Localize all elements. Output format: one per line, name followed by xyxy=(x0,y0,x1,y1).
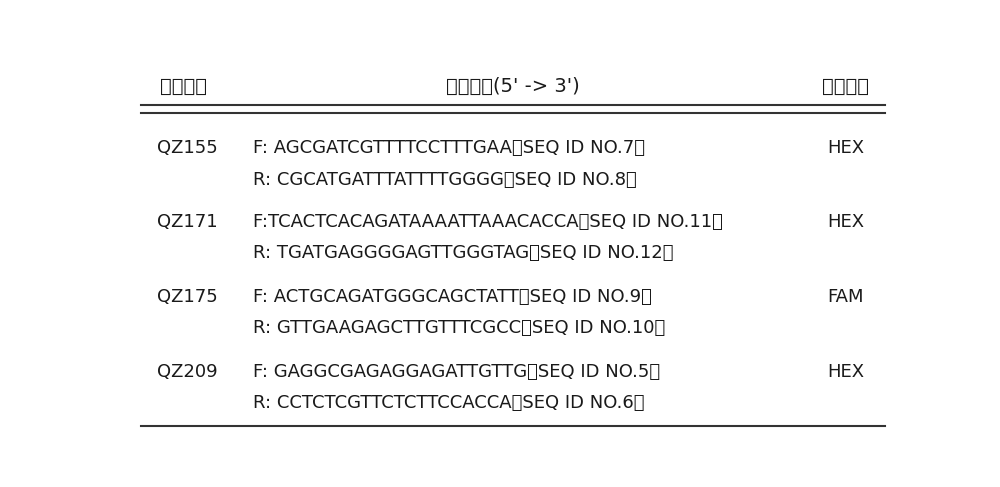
Text: 引物序列(5' -> 3'): 引物序列(5' -> 3') xyxy=(446,77,579,96)
Text: R: TGATGAGGGGAGTTGGGTAG（SEQ ID NO.12）: R: TGATGAGGGGAGTTGGGTAG（SEQ ID NO.12） xyxy=(253,244,673,262)
Text: FAM: FAM xyxy=(828,287,864,305)
Text: QZ171: QZ171 xyxy=(157,212,217,230)
Text: F: ACTGCAGATGGGCAGCTATT（SEQ ID NO.9）: F: ACTGCAGATGGGCAGCTATT（SEQ ID NO.9） xyxy=(253,287,652,305)
Text: R: CGCATGATTTATTTTGGGG（SEQ ID NO.8）: R: CGCATGATTTATTTTGGGG（SEQ ID NO.8） xyxy=(253,171,637,189)
Text: HEX: HEX xyxy=(827,362,864,380)
Text: F: GAGGCGAGAGGAGATTGTTG（SEQ ID NO.5）: F: GAGGCGAGAGGAGATTGTTG（SEQ ID NO.5） xyxy=(253,362,660,380)
Text: QZ155: QZ155 xyxy=(157,139,217,157)
Text: R: GTTGAAGAGCTTGTTTCGCC（SEQ ID NO.10）: R: GTTGAAGAGCTTGTTTCGCC（SEQ ID NO.10） xyxy=(253,319,665,337)
Text: HEX: HEX xyxy=(827,139,864,157)
Text: F: AGCGATCGTTTTCCTTTGAA（SEQ ID NO.7）: F: AGCGATCGTTTTCCTTTGAA（SEQ ID NO.7） xyxy=(253,139,645,157)
Text: 引物名称: 引物名称 xyxy=(160,77,207,96)
Text: R: CCTCTCGTTCTCTTCCACCA（SEQ ID NO.6）: R: CCTCTCGTTCTCTTCCACCA（SEQ ID NO.6） xyxy=(253,394,644,412)
Text: HEX: HEX xyxy=(827,212,864,230)
Text: QZ175: QZ175 xyxy=(157,287,217,305)
Text: F:TCACTCACAGATAAAATTAAACACCA（SEQ ID NO.11）: F:TCACTCACAGATAAAATTAAACACCA（SEQ ID NO.1… xyxy=(253,212,723,230)
Text: QZ209: QZ209 xyxy=(157,362,217,380)
Text: 荧光标记: 荧光标记 xyxy=(822,77,869,96)
